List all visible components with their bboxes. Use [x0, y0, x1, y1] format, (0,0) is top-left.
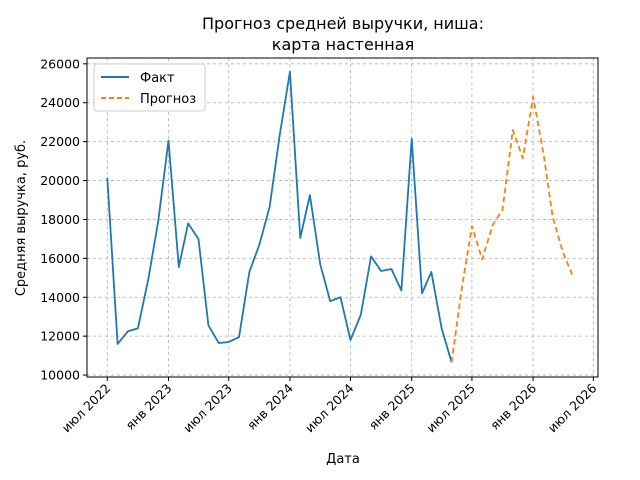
y-tick-label: 12000: [40, 329, 80, 344]
series-line-forecast: [450, 96, 574, 363]
y-tick-label: 18000: [40, 212, 80, 227]
series-line-fact: [106, 70, 453, 363]
y-tick-label: 26000: [40, 56, 80, 71]
y-tick-label: 16000: [40, 251, 80, 266]
legend-box: [93, 63, 206, 112]
chart-title-line-1: Прогноз средней выручки, ниша:: [202, 14, 484, 33]
chart-title-line-2: карта настенная: [272, 35, 414, 54]
series-lines: [106, 70, 574, 363]
y-axis-ticks: 10000 12000 14000 16000 18000 20000 22000 24000…: [40, 56, 87, 383]
y-tick-label: 24000: [40, 95, 80, 110]
y-tick-label: 10000: [40, 368, 80, 383]
legend-label-forecast: Прогноз: [140, 92, 196, 107]
y-axis-label: Средняя выручка, руб.: [14, 140, 29, 296]
plot-frame: [86, 57, 599, 378]
legend: Факт Прогноз: [93, 63, 206, 112]
x-axis-label: Дата: [326, 452, 360, 467]
legend-label-fact: Факт: [140, 71, 175, 86]
y-tick-label: 14000: [40, 290, 80, 305]
y-tick-label: 22000: [40, 134, 80, 149]
y-tick-label: 20000: [40, 173, 80, 188]
